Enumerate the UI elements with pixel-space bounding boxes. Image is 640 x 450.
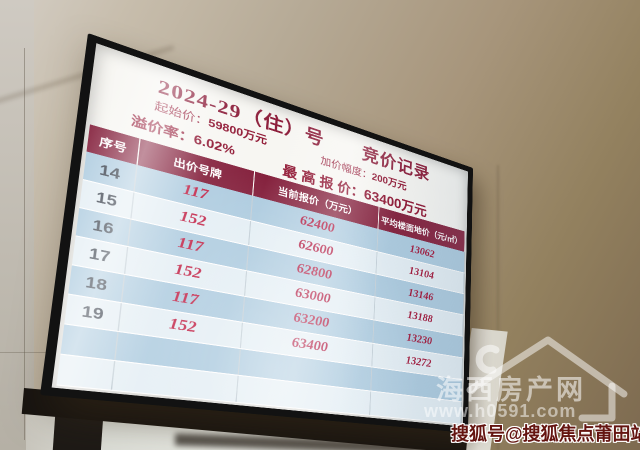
wall-tile-line-vertical: [24, 48, 25, 440]
cell-seq: [56, 353, 115, 390]
credit-text: 搜狐号@搜狐焦点莆田站: [451, 424, 640, 444]
wall-corner-line: [497, 165, 499, 450]
house-logo-icon: [466, 336, 628, 422]
wall-tile-line-horizontal: [0, 352, 56, 353]
watermark-site-url: www.h0591.com: [424, 401, 577, 421]
wall-left-strip: [0, 0, 34, 450]
